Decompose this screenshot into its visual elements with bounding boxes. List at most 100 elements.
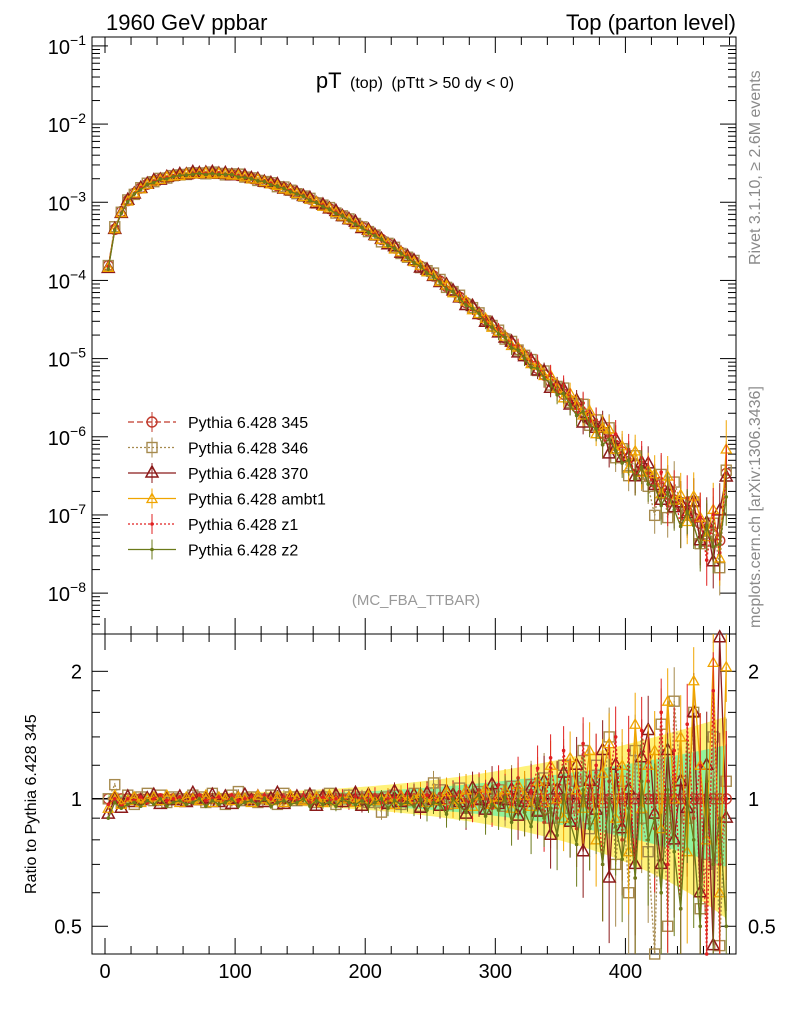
- data-point: [698, 515, 703, 519]
- legend-entry: Pythia 6.428 z1: [128, 514, 298, 534]
- ratio-point: [431, 800, 436, 805]
- data-point: [490, 325, 494, 329]
- ratio-point: [132, 800, 137, 805]
- y-tick-label: 10−4: [48, 266, 86, 293]
- ratio-point: [574, 842, 579, 847]
- data-point: [704, 558, 709, 562]
- ratio-point: [698, 763, 703, 768]
- ratio-point: [596, 766, 609, 778]
- data-point: [236, 175, 241, 179]
- ratio-point: [724, 796, 729, 801]
- data-point: [180, 167, 193, 179]
- data-point: [366, 230, 371, 235]
- ratio-point: [712, 629, 728, 643]
- ratio-point: [308, 804, 312, 809]
- ratio-point: [243, 800, 247, 805]
- ratio-point: [509, 820, 514, 825]
- ratio-point: [212, 790, 225, 802]
- ratio-point: [457, 804, 462, 809]
- ratio-point: [633, 876, 637, 880]
- data-point: [555, 392, 559, 397]
- data-point: [138, 187, 143, 192]
- data-point: [106, 267, 111, 271]
- data-point: [321, 204, 325, 209]
- data-point: [698, 545, 703, 549]
- ratio-point: [249, 795, 254, 799]
- ratio-point: [180, 790, 193, 802]
- legend-marker: [145, 492, 159, 504]
- legend-marker: [150, 522, 154, 526]
- ratio-point: [626, 806, 631, 811]
- ratio-point: [594, 812, 598, 816]
- ratio-point: [555, 833, 559, 838]
- data-point: [392, 246, 397, 251]
- data-point: [601, 445, 617, 459]
- ratio-point: [620, 857, 624, 862]
- data-point: [288, 189, 293, 194]
- ratio-point: [314, 798, 319, 803]
- ratio-point: [379, 796, 384, 801]
- ratio-point: [217, 802, 221, 807]
- ratio-point: [138, 804, 143, 809]
- data-point: [561, 391, 566, 396]
- data-point: [373, 233, 377, 238]
- ratio-point: [587, 826, 592, 831]
- ratio-point: [165, 804, 169, 809]
- ratio-point: [607, 796, 611, 801]
- data-point: [704, 524, 709, 528]
- ratio-point: [648, 744, 661, 756]
- legend-marker: [150, 547, 154, 552]
- data-point: [444, 287, 449, 291]
- ratio-point: [373, 800, 377, 805]
- series-line-pythia-6-428-345: [107, 172, 727, 542]
- x-tick-label: 400: [609, 961, 642, 983]
- data-point: [212, 166, 225, 178]
- data-point: [314, 200, 319, 205]
- ratio-point: [548, 755, 553, 760]
- ratio-y-tick-label: 1: [71, 789, 82, 811]
- data-point: [594, 427, 598, 431]
- data-point: [639, 465, 644, 470]
- ratio-point: [674, 730, 687, 742]
- data-point: [431, 274, 436, 279]
- ratio-point: [425, 808, 429, 812]
- ratio-point: [102, 801, 115, 813]
- data-point: [217, 172, 221, 177]
- ratio-point: [269, 796, 273, 801]
- data-point: [269, 183, 273, 187]
- ratio-point: [652, 816, 657, 820]
- ratio-point: [301, 796, 306, 801]
- data-point: [503, 335, 507, 340]
- ratio-point: [223, 800, 228, 805]
- data-point: [464, 303, 468, 307]
- data-point: [230, 172, 234, 177]
- mcplots-reference-label: mcplots.cern.ch [arXiv:1306.3436]: [747, 386, 764, 628]
- data-point: [626, 458, 631, 462]
- ratio-point: [711, 862, 716, 867]
- ratio-y-tick-label: 2: [71, 661, 82, 683]
- data-point: [674, 488, 687, 500]
- legend-label: Pythia 6.428 345: [188, 415, 308, 432]
- ratio-point: [353, 795, 358, 799]
- ratio-point: [236, 798, 241, 803]
- ratio-point: [629, 717, 642, 729]
- data-point: [548, 372, 553, 376]
- ratio-point: [477, 793, 481, 797]
- ratio-point: [685, 796, 690, 801]
- ratio-point: [288, 802, 293, 807]
- ratio-point: [516, 798, 520, 803]
- ratio-point: [125, 802, 130, 807]
- ratio-point: [405, 800, 410, 805]
- ratio-point: [184, 802, 189, 807]
- ratio-point: [691, 838, 696, 842]
- ratio-point: [581, 741, 585, 746]
- data-point: [665, 490, 670, 495]
- legend-entry: Pythia 6.428 z2: [128, 539, 298, 560]
- ratio-point: [686, 703, 701, 718]
- ratio-point: [275, 800, 280, 805]
- data-point: [165, 176, 169, 181]
- ratio-point: [191, 800, 195, 805]
- ratio-point: [687, 674, 700, 686]
- ratio-point: [724, 924, 729, 929]
- data-point: [102, 260, 115, 272]
